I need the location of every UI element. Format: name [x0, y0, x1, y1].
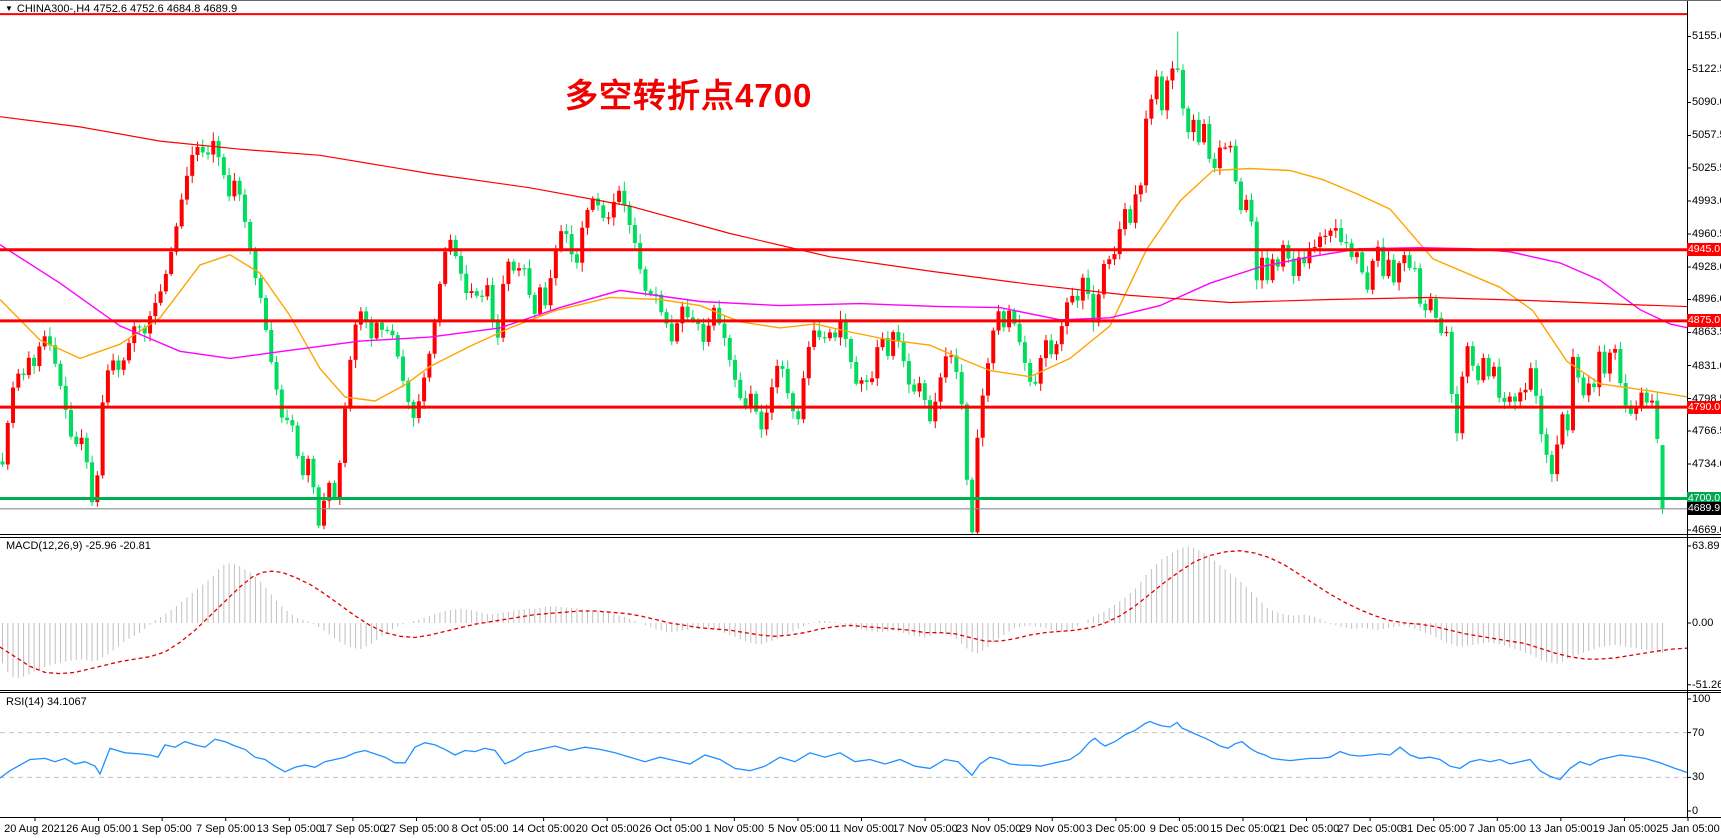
time-label: 15 Dec 05:00 [1210, 823, 1276, 835]
level-price-tag: 4790.0 [1687, 400, 1721, 414]
price-label: 4766.5 [1692, 425, 1721, 437]
time-label: 1 Nov 05:00 [704, 823, 765, 835]
collapse-icon[interactable]: ▼ [5, 4, 13, 13]
time-label: 17 Sep 05:00 [320, 823, 386, 835]
price-label: 5090.0 [1692, 96, 1721, 109]
time-label: 13 Sep 05:00 [256, 823, 323, 835]
time-label: 31 Dec 05:00 [1400, 823, 1467, 835]
time-label: 1 Sep 05:00 [132, 823, 192, 835]
time-label: 20 Oct 05:00 [575, 823, 639, 835]
rsi-axis-label: 0 [1692, 805, 1699, 817]
price-label: 4960.5 [1692, 227, 1721, 240]
price-label: 5122.5 [1692, 63, 1721, 76]
time-label: 21 Dec 05:00 [1273, 823, 1340, 835]
rsi-axis-label: 70 [1692, 726, 1705, 739]
price-label: 4928.0 [1692, 261, 1721, 273]
time-label: 20 Aug 2021 [4, 823, 66, 835]
time-label: 29 Nov 05:00 [1019, 823, 1085, 835]
symbol-title-text: CHINA300-,H4 4752.6 4752.6 4684.8 4689.9 [16, 3, 238, 15]
price-label: 5025.5 [1692, 161, 1721, 174]
price-label: 4863.5 [1692, 326, 1721, 339]
current-price-tag: 4689.9 [1687, 502, 1721, 516]
price-label: 4896.0 [1692, 293, 1721, 306]
level-price-tag: 4945.0 [1687, 243, 1721, 257]
time-label: 19 Jan 05:00 [1592, 823, 1657, 835]
macd-histogram [2, 546, 1664, 679]
macd-axis-label: 63.89 [1692, 540, 1720, 552]
macd-indicator-label: MACD(12,26,9) -25.96 -20.81 [6, 540, 151, 552]
time-label: 5 Nov 05:00 [768, 823, 828, 835]
time-label: 25 Jan 05:00 [1656, 823, 1720, 835]
macd-axis-label: -51.26 [1692, 678, 1721, 691]
time-label: 13 Jan 05:00 [1529, 823, 1593, 835]
time-label: 14 Oct 05:00 [512, 823, 576, 835]
time-label: 26 Aug 05:00 [66, 823, 131, 835]
time-label: 17 Nov 05:00 [892, 823, 958, 835]
time-label: 26 Oct 05:00 [639, 823, 703, 835]
candles [0, 31, 1665, 534]
time-label: 7 Sep 05:00 [196, 823, 256, 835]
time-label: 9 Dec 05:00 [1149, 823, 1210, 835]
time-label: 8 Oct 05:00 [451, 823, 509, 835]
time-label: 23 Nov 05:00 [955, 823, 1022, 835]
rsi-axis-label: 30 [1692, 771, 1705, 784]
rsi-axis-label: 100 [1692, 693, 1711, 705]
time-label: 11 Nov 05:00 [829, 823, 894, 835]
price-label: 4669.0 [1692, 524, 1721, 536]
price-label: 4831.0 [1692, 359, 1721, 372]
rsi-indicator-label: RSI(14) 34.1067 [6, 696, 87, 708]
time-label: 27 Sep 05:00 [383, 823, 450, 835]
annotation-text: 多空转折点4700 [565, 77, 813, 114]
level-price-tag: 4700.0 [1687, 492, 1721, 506]
price-label: 5155.0 [1692, 30, 1721, 43]
price-label: 4993.0 [1692, 194, 1721, 207]
level-price-tag: 4875.0 [1687, 314, 1721, 328]
time-label: 3 Dec 05:00 [1086, 823, 1146, 835]
price-label: 4734.0 [1692, 458, 1721, 470]
time-label: 27 Dec 05:00 [1337, 823, 1403, 835]
time-label: 7 Jan 05:00 [1468, 823, 1527, 835]
price-label: 5057.5 [1692, 129, 1721, 142]
symbol-title: ▼ CHINA300-,H4 4752.6 4752.6 4684.8 4689.… [5, 3, 237, 15]
macd-axis-label: 0.00 [1692, 617, 1714, 629]
